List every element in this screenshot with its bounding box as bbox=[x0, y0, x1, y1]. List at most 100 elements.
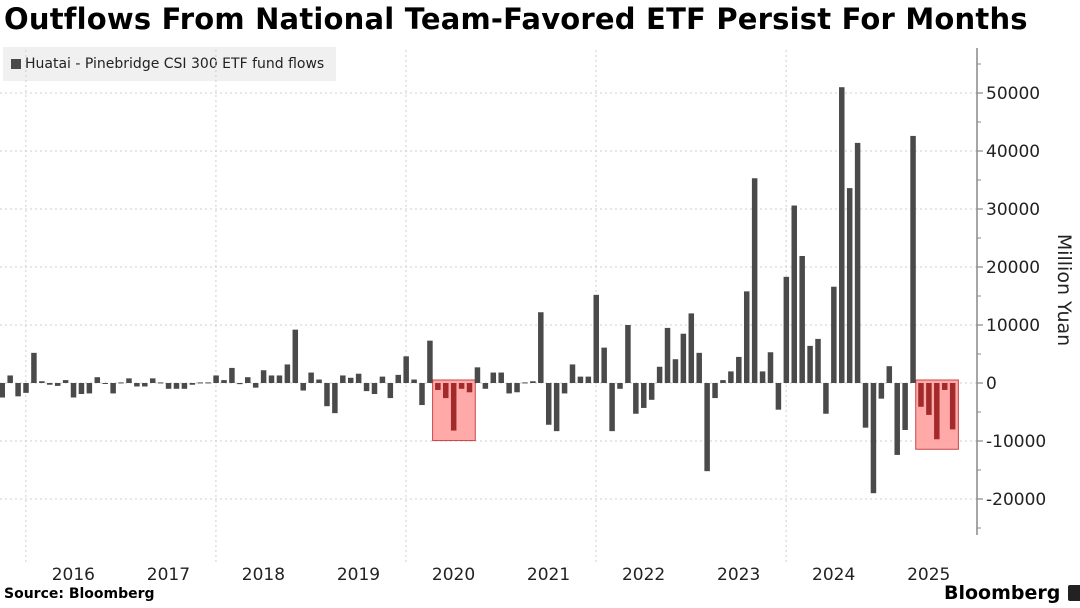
bar bbox=[419, 383, 425, 406]
bar bbox=[799, 255, 805, 383]
bar bbox=[648, 383, 655, 400]
bar bbox=[918, 383, 924, 407]
source-note: Source: Bloomberg bbox=[4, 586, 155, 602]
bar bbox=[498, 372, 504, 383]
bar bbox=[221, 380, 227, 383]
bar bbox=[94, 377, 101, 383]
bar bbox=[118, 382, 124, 384]
bar bbox=[39, 381, 45, 383]
bar bbox=[466, 383, 473, 393]
bar bbox=[126, 378, 132, 383]
bar bbox=[894, 383, 900, 455]
bar bbox=[720, 380, 726, 383]
bar bbox=[387, 383, 394, 399]
bar bbox=[696, 352, 702, 383]
bar bbox=[252, 383, 259, 388]
bar bbox=[839, 87, 845, 383]
bar bbox=[260, 370, 267, 383]
bar bbox=[332, 383, 338, 414]
bar bbox=[181, 383, 188, 389]
bar bbox=[807, 345, 813, 383]
x-tick-label: 2017 bbox=[147, 565, 190, 585]
bar bbox=[443, 383, 449, 399]
bar bbox=[213, 375, 219, 383]
bar bbox=[458, 383, 465, 389]
bar bbox=[379, 376, 386, 383]
x-tick-label: 2020 bbox=[432, 565, 475, 585]
bar bbox=[688, 313, 695, 383]
bar bbox=[268, 375, 275, 383]
bar bbox=[411, 379, 417, 383]
bar bbox=[276, 375, 283, 383]
x-tick-label: 2023 bbox=[717, 565, 760, 585]
bar bbox=[854, 142, 861, 383]
x-tick-label: 2019 bbox=[337, 565, 380, 585]
bar bbox=[403, 356, 409, 383]
y-tick-label: 40000 bbox=[986, 142, 1040, 162]
bar bbox=[609, 383, 615, 432]
legend: Huatai - Pinebridge CSI 300 ETF fund flo… bbox=[3, 47, 337, 81]
bar bbox=[870, 383, 877, 494]
bar bbox=[641, 383, 647, 408]
bar bbox=[530, 381, 536, 383]
bar bbox=[395, 374, 401, 383]
bar bbox=[474, 367, 481, 383]
chart-title: Outflows From National Team-Favored ETF … bbox=[4, 2, 1028, 36]
y-tick-label: 20000 bbox=[986, 258, 1040, 278]
bar bbox=[656, 366, 663, 383]
bar bbox=[862, 383, 869, 428]
bar bbox=[767, 352, 774, 383]
bar bbox=[78, 383, 85, 395]
bar bbox=[664, 327, 671, 383]
legend-swatch bbox=[11, 59, 21, 69]
bar bbox=[237, 383, 243, 385]
bar bbox=[941, 383, 948, 390]
bar bbox=[482, 383, 489, 389]
bar bbox=[514, 383, 520, 393]
brand-logo: Bloomberg bbox=[944, 582, 1080, 604]
bar bbox=[15, 383, 21, 397]
bar bbox=[751, 178, 758, 383]
x-tick-label: 2022 bbox=[622, 565, 665, 585]
bar bbox=[545, 383, 552, 425]
y-axis-label: Million Yuan bbox=[1053, 234, 1075, 346]
bar bbox=[926, 383, 932, 415]
bar bbox=[86, 383, 93, 394]
bar bbox=[617, 383, 623, 389]
bar bbox=[902, 383, 908, 430]
bar bbox=[910, 135, 916, 383]
bar bbox=[340, 375, 346, 383]
bar bbox=[308, 372, 314, 383]
bar bbox=[110, 383, 116, 394]
bar bbox=[284, 364, 291, 383]
bar bbox=[363, 383, 370, 392]
bar bbox=[292, 329, 299, 383]
bar bbox=[633, 383, 639, 414]
x-tick-label: 2018 bbox=[242, 565, 285, 585]
bar bbox=[704, 383, 710, 472]
bar bbox=[31, 352, 37, 383]
bar bbox=[324, 383, 330, 407]
y-tick-label: -10000 bbox=[986, 432, 1046, 452]
bar bbox=[878, 383, 885, 399]
x-tick-label: 2016 bbox=[52, 565, 95, 585]
y-tick-label: 10000 bbox=[986, 316, 1040, 336]
x-tick-label: 2024 bbox=[812, 565, 855, 585]
bar bbox=[561, 383, 568, 394]
bar bbox=[569, 364, 576, 383]
bar bbox=[846, 188, 853, 383]
bar bbox=[450, 383, 457, 431]
bar bbox=[823, 383, 829, 414]
bar bbox=[577, 376, 584, 383]
bar bbox=[0, 383, 5, 398]
bar bbox=[229, 367, 235, 383]
bar bbox=[70, 383, 77, 398]
legend-label: Huatai - Pinebridge CSI 300 ETF fund flo… bbox=[25, 56, 325, 72]
bar bbox=[815, 338, 821, 383]
bar bbox=[601, 347, 607, 383]
bar bbox=[47, 383, 53, 385]
bar bbox=[54, 383, 61, 386]
bar bbox=[831, 286, 837, 383]
bar bbox=[886, 366, 893, 383]
